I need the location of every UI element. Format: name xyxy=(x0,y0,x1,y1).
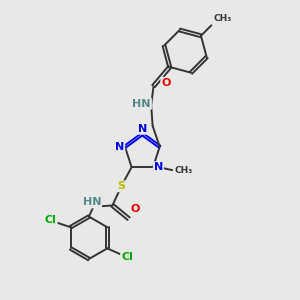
Text: S: S xyxy=(117,181,125,191)
Text: O: O xyxy=(161,78,171,88)
Text: N: N xyxy=(138,124,147,134)
Text: N: N xyxy=(115,142,124,152)
Text: N: N xyxy=(154,162,163,172)
Text: HN: HN xyxy=(82,197,101,208)
Text: CH₃: CH₃ xyxy=(214,14,232,23)
Text: CH₃: CH₃ xyxy=(174,166,193,175)
Text: Cl: Cl xyxy=(121,252,133,262)
Text: O: O xyxy=(130,204,140,214)
Text: HN: HN xyxy=(133,99,151,109)
Text: Cl: Cl xyxy=(45,215,57,225)
